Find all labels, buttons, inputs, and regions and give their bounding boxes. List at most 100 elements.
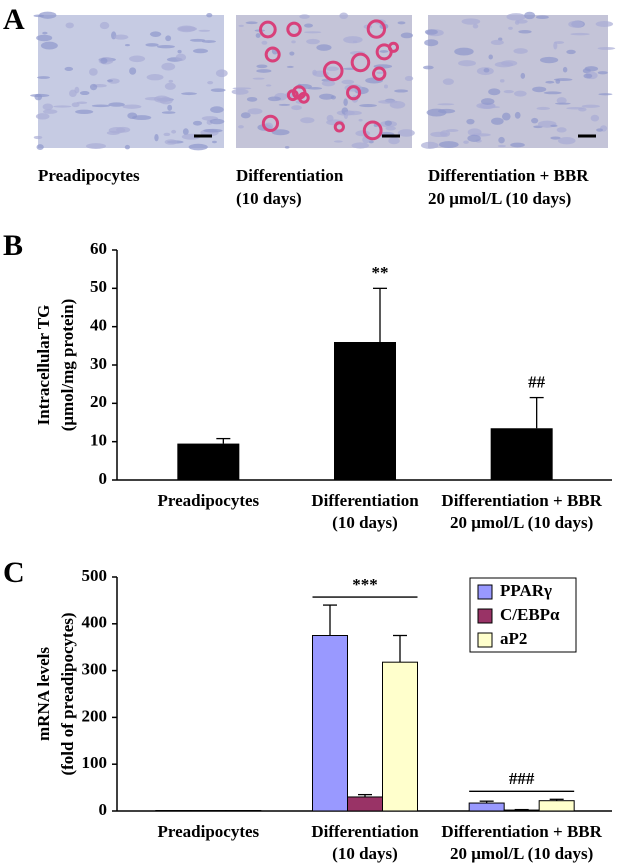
- micrograph: [30, 11, 228, 151]
- cell: [192, 120, 203, 126]
- cell: [210, 106, 224, 114]
- cell: [466, 118, 475, 125]
- cell: [42, 31, 48, 35]
- y-axis-label: Intracellular TG: [34, 305, 53, 426]
- cell: [343, 98, 348, 107]
- lipid: [261, 114, 280, 132]
- bar: [334, 342, 396, 480]
- cell: [578, 107, 587, 112]
- cell: [536, 106, 550, 110]
- cell: [255, 33, 261, 39]
- cell: [42, 103, 54, 111]
- cell: [394, 89, 409, 93]
- cell: [35, 113, 50, 120]
- cell: [108, 127, 126, 134]
- micrograph: [420, 11, 616, 149]
- cell: [539, 56, 559, 64]
- cell: [376, 71, 384, 75]
- cell: [304, 23, 313, 28]
- cell: [299, 14, 310, 19]
- legend: PPARγ C/EBPα aP2: [469, 577, 577, 653]
- cell: [384, 120, 392, 126]
- cell: [286, 65, 294, 68]
- cell: [510, 142, 525, 148]
- cell: [245, 21, 258, 25]
- cell: [472, 23, 479, 29]
- cell: [304, 31, 322, 34]
- cell: [113, 34, 129, 40]
- error-bar: [216, 437, 231, 444]
- cell: [595, 21, 614, 28]
- cell: [513, 48, 528, 54]
- cell: [124, 144, 130, 150]
- cell: [566, 49, 576, 55]
- cell: [597, 71, 608, 75]
- cell: [163, 132, 171, 137]
- cell: [535, 15, 549, 20]
- cell: [404, 75, 414, 81]
- cell: [454, 47, 474, 56]
- error-bar: [529, 396, 544, 429]
- x-tick-label: (10 days): [332, 513, 398, 532]
- cell: [438, 141, 459, 149]
- cell: [40, 41, 58, 50]
- cell: [108, 102, 125, 107]
- legend-swatch: [477, 632, 493, 648]
- cell: [597, 46, 616, 50]
- annotation: ##: [528, 372, 546, 391]
- image-bg: [428, 15, 608, 148]
- cell: [383, 84, 389, 89]
- cell: [344, 110, 362, 116]
- cell: [284, 146, 290, 149]
- cell: [439, 130, 451, 137]
- legend-swatch: [477, 608, 493, 624]
- y-tick-label: 40: [90, 316, 107, 335]
- cell: [467, 134, 481, 143]
- cell: [240, 112, 251, 119]
- cell: [76, 101, 88, 104]
- cell: [265, 84, 272, 87]
- lipid: [264, 46, 281, 63]
- cell: [494, 61, 514, 68]
- cell: [532, 86, 547, 93]
- cell: [210, 88, 226, 92]
- cell: [129, 67, 137, 75]
- cell: [359, 104, 377, 108]
- y-tick-label: 400: [82, 613, 108, 632]
- cell: [321, 80, 336, 87]
- cell: [75, 109, 94, 114]
- cell: [352, 40, 358, 43]
- cell: [400, 32, 413, 39]
- bar: [312, 635, 348, 812]
- cell: [343, 36, 363, 44]
- cell: [424, 39, 439, 47]
- lipid: [371, 66, 387, 81]
- cell: [267, 96, 281, 102]
- cell: [562, 66, 568, 73]
- cell: [291, 105, 302, 111]
- error-bar: [479, 800, 494, 804]
- cell: [385, 126, 396, 131]
- cell: [499, 79, 505, 83]
- cell: [171, 129, 177, 134]
- cell: [463, 140, 469, 144]
- cell: [553, 41, 558, 50]
- caption: Preadipocytes: [38, 166, 140, 185]
- cell: [91, 104, 110, 108]
- cell: [524, 11, 536, 20]
- cell: [568, 20, 584, 28]
- legend-label: aP2: [500, 629, 527, 648]
- y-tick-label: 50: [90, 277, 107, 296]
- error-bar: [323, 604, 337, 636]
- cell: [506, 13, 526, 21]
- cell: [550, 136, 561, 140]
- cell: [198, 29, 211, 32]
- cell: [508, 26, 513, 30]
- cell: [53, 105, 72, 108]
- cell: [211, 140, 217, 144]
- cell: [161, 111, 176, 114]
- cell: [330, 95, 336, 100]
- lipid: [333, 121, 345, 133]
- cell: [145, 43, 159, 47]
- y-axis-label: (fold of preadipocytes): [58, 612, 77, 775]
